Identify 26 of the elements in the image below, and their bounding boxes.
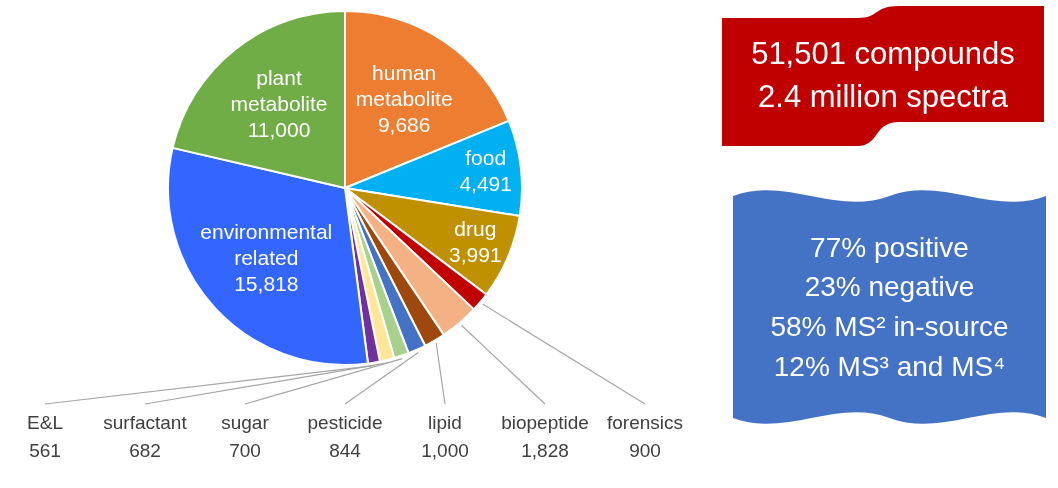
data-label: 1,828 — [521, 440, 569, 462]
data-label: 700 — [229, 440, 261, 462]
slice-label: drug — [454, 217, 497, 241]
slice-label: food — [465, 145, 507, 169]
data-label: 561 — [29, 440, 61, 462]
slice-label: sugar — [221, 412, 270, 434]
slice-label: surfactant — [103, 412, 188, 434]
slice-label: biopeptide — [501, 412, 589, 434]
data-label: 900 — [629, 440, 661, 462]
data-label: 1,000 — [421, 440, 469, 462]
slice-label: lipid — [428, 412, 462, 434]
slice-label: E&L — [27, 412, 63, 434]
data-label: 682 — [129, 440, 161, 462]
data-label: 9,686 — [377, 112, 431, 136]
slice-label: environmental related — [200, 220, 333, 270]
data-label: 11,000 — [247, 117, 311, 141]
text: 77% positive 23% negative 58% MS² in-source 12% MS³ and MS⁴ — [770, 230, 1009, 384]
slice-label: pesticide — [307, 412, 383, 434]
data-label: 15,818 — [234, 272, 299, 296]
slice-label: forensics — [606, 412, 684, 434]
slice-label: human metabolite — [355, 60, 453, 110]
data-label: 844 — [329, 440, 362, 462]
data-label: 4,491 — [459, 171, 512, 195]
text: 51,501 compounds 2.4 million spectra — [751, 35, 1015, 116]
slice-label: plant metabolite — [230, 65, 328, 115]
data-label: 3,991 — [449, 243, 502, 267]
